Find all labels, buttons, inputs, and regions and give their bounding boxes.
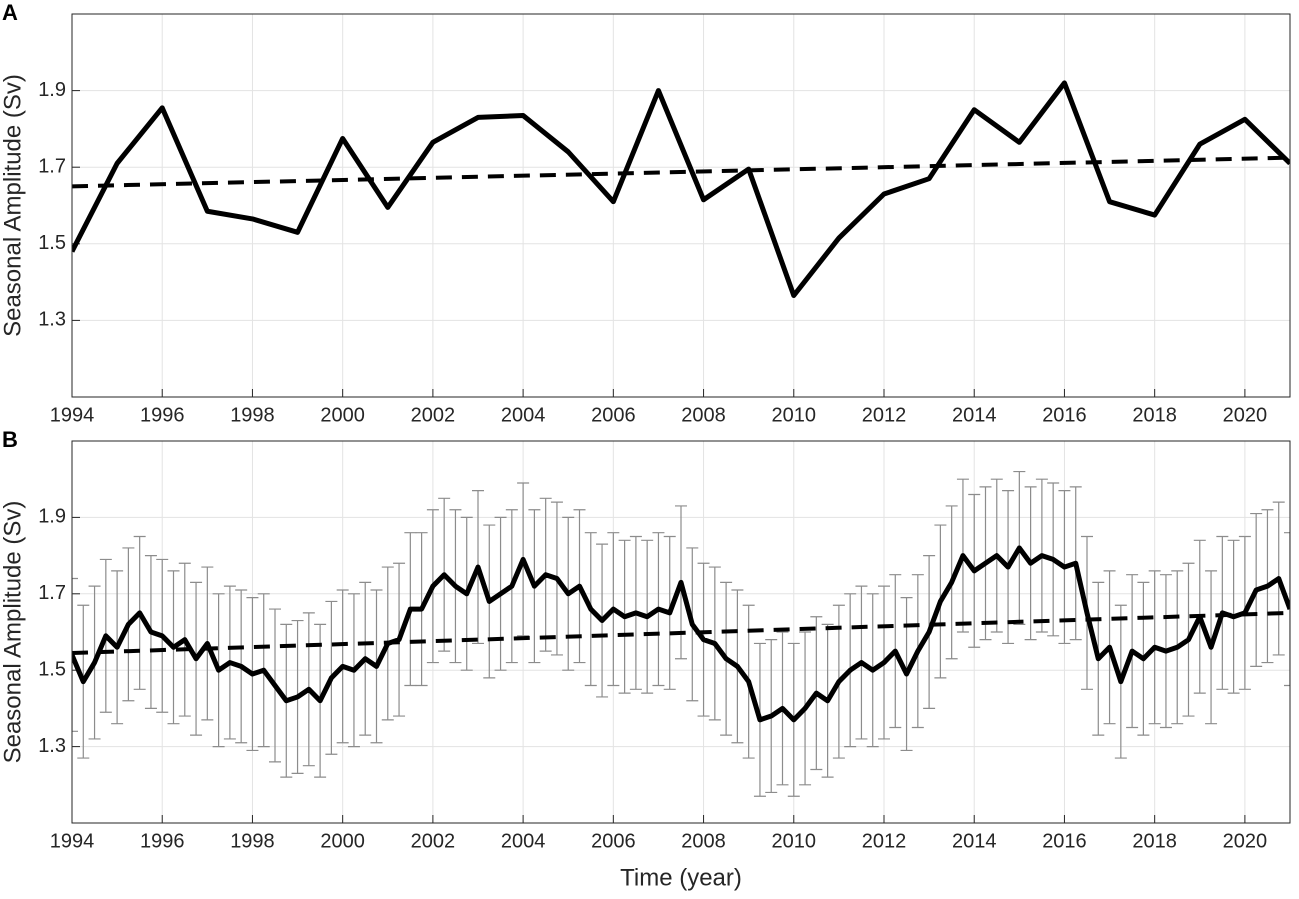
- axes-frame: [71, 440, 1291, 824]
- y-tick-label: 1.5: [38, 658, 66, 680]
- x-tick-label: 2004: [501, 404, 546, 426]
- x-tick-label: 2012: [862, 404, 907, 426]
- panel-label: B: [2, 427, 18, 452]
- x-tick-label: 2008: [681, 830, 726, 852]
- trend-line: [72, 155, 1290, 189]
- y-tick-label: 1.3: [38, 309, 66, 331]
- x-tick-label: 2012: [862, 830, 907, 852]
- x-tick-label: 1998: [230, 404, 275, 426]
- x-tick-label: 2020: [1223, 404, 1268, 426]
- x-tick-label: 2014: [952, 404, 997, 426]
- plot-layer: [72, 470, 1290, 797]
- x-tick-label: 2008: [681, 404, 726, 426]
- x-tick-label: 2014: [952, 830, 997, 852]
- trend-line: [72, 610, 1290, 656]
- x-tick-label: 2018: [1132, 830, 1177, 852]
- x-tick-label: 2002: [411, 830, 456, 852]
- y-tick-label: 1.5: [38, 232, 66, 254]
- plot-layer: [72, 80, 1290, 299]
- x-tick-label: 2016: [1042, 830, 1087, 852]
- x-tick-label: 2006: [591, 830, 636, 852]
- x-tick-label: 2004: [501, 830, 546, 852]
- x-tick-label: 2006: [591, 404, 636, 426]
- x-tick-label: 2018: [1132, 404, 1177, 426]
- x-tick-label: 1994: [50, 830, 95, 852]
- x-tick-label: 2010: [772, 830, 817, 852]
- x-tick-label: 1996: [140, 830, 185, 852]
- x-tick-label: 2000: [320, 830, 365, 852]
- x-tick-label: 2016: [1042, 404, 1087, 426]
- x-tick-label: 2010: [772, 404, 817, 426]
- error-bar: [72, 577, 78, 732]
- plot-area: [72, 14, 1290, 397]
- y-tick-label: 1.7: [38, 155, 66, 177]
- error-bar: [1284, 532, 1290, 687]
- data-line: [72, 545, 1290, 723]
- panel-label: A: [2, 0, 18, 25]
- y-axis-label: Seasonal Amplitude (Sv): [0, 74, 26, 337]
- y-axis-label: Seasonal Amplitude (Sv): [0, 501, 26, 764]
- x-tick-label: 2000: [320, 404, 365, 426]
- y-tick-label: 1.9: [38, 506, 66, 528]
- x-tick-label: 1994: [50, 404, 95, 426]
- y-tick-label: 1.7: [38, 582, 66, 604]
- data-line: [72, 80, 1290, 299]
- x-axis-label: Time (year): [620, 864, 742, 891]
- x-tick-label: 2002: [411, 404, 456, 426]
- y-tick-label: 1.9: [38, 79, 66, 101]
- y-tick-label: 1.3: [38, 735, 66, 757]
- axes-frame: [71, 13, 1291, 398]
- x-tick-label: 1996: [140, 404, 185, 426]
- x-tick-label: 2020: [1223, 830, 1268, 852]
- x-tick-label: 1998: [230, 830, 275, 852]
